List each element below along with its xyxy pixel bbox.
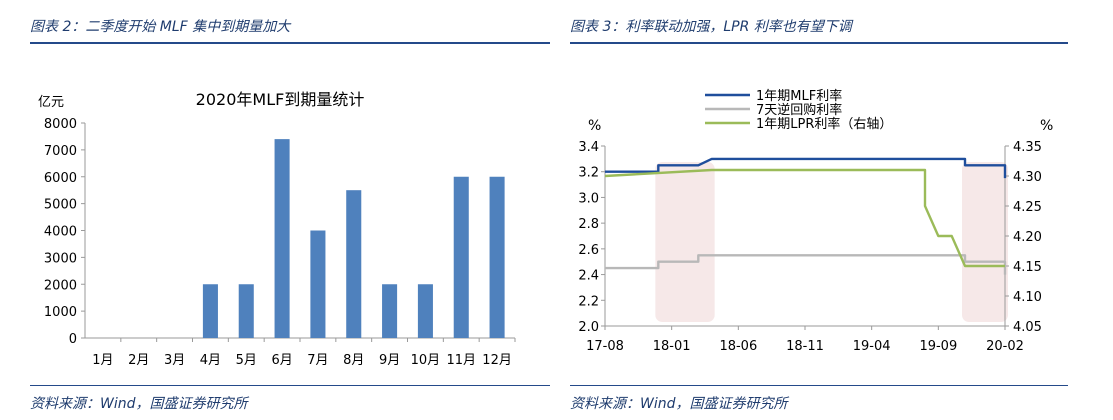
- right-y-tick-label: 4.20: [1013, 230, 1042, 245]
- left-y-tick-label: 2.4: [578, 269, 599, 284]
- x-tick-label: 18-01: [653, 339, 691, 354]
- left-y-tick-label: 3.4: [578, 140, 599, 155]
- bar-x-tick-label: 6月: [271, 353, 292, 368]
- bar-x-tick-label: 8月: [343, 353, 364, 368]
- bar-y-axis-unit: 亿元: [38, 95, 64, 110]
- bar-x-tick-label: 9月: [379, 353, 400, 368]
- series-line-1: [605, 157, 1007, 179]
- bar-y-tick-label: 7000: [44, 144, 77, 159]
- bar: [417, 284, 433, 338]
- bar: [453, 176, 469, 338]
- left-y-tick-label: 3.2: [578, 166, 599, 181]
- legend-label: 1年期LPR利率（右轴）: [756, 116, 892, 132]
- series-line-3: [604, 168, 1005, 268]
- bar: [202, 284, 218, 338]
- x-tick-label: 18-11: [786, 339, 824, 354]
- right-figure-caption: 图表 3：利率联动加强，LPR 利率也有望下调: [570, 19, 852, 35]
- bar: [489, 176, 505, 338]
- bar: [382, 284, 398, 338]
- bar-y-tick-label: 6000: [44, 171, 77, 186]
- legend-label: 1年期MLF利率: [756, 88, 842, 104]
- left-panel: 图表 2：二季度开始 MLF 集中到期量加大 2020年MLF到期量统计 亿元 0 1…: [30, 0, 550, 420]
- bar-y-tick-label: 5000: [44, 198, 77, 213]
- bar-x-tick-label: 7月: [307, 353, 328, 368]
- bar: [238, 284, 254, 338]
- left-caption-rule: [30, 42, 550, 44]
- right-axis-unit: %: [1040, 118, 1053, 134]
- x-tick-label: 18-06: [719, 339, 757, 354]
- left-y-tick-label: 2.2: [578, 294, 599, 309]
- bar-y-tick-label: 3000: [44, 251, 77, 266]
- left-source-rule: [30, 385, 550, 386]
- bar-x-tick-label: 5月: [236, 353, 257, 368]
- bar-y-tick-label: 2000: [44, 278, 77, 293]
- right-caption-rule: [570, 42, 1068, 44]
- right-y-tick-label: 4.30: [1013, 170, 1042, 185]
- x-tick-label: 19-04: [853, 339, 891, 354]
- mlf-bar-chart: 2020年MLF到期量统计 亿元 0 1000 2000 3000 4000 5000 6000…: [38, 90, 516, 368]
- right-y-tick-label: 4.35: [1013, 140, 1042, 155]
- bar: [346, 190, 362, 338]
- bar: [274, 139, 290, 338]
- rate-line-chart: % % 2.0 2.2 2.4 2.6 2.8 3.0 3.2 3.4 4.05 4.10 4.15 4.…: [578, 88, 1053, 354]
- left-y-tick-label: 2.6: [578, 243, 599, 258]
- bar-x-tick-label: 11月: [446, 353, 476, 368]
- right-source-rule: [570, 385, 1068, 386]
- bar-x-tick-label: 2月: [128, 353, 149, 368]
- series-line-2: [605, 254, 1007, 275]
- right-y-tick-label: 4.15: [1013, 260, 1042, 275]
- highlight-band: [962, 162, 1008, 322]
- bar: [310, 230, 326, 338]
- left-y-tick-label: 2.0: [578, 320, 599, 335]
- bar-x-tick-label: 10月: [411, 353, 441, 368]
- bar-x-tick-label: 3月: [164, 353, 185, 368]
- left-figure-caption: 图表 2：二季度开始 MLF 集中到期量加大: [30, 19, 291, 35]
- bar-y-tick-label: 8000: [44, 117, 77, 132]
- x-tick-label: 20-02: [986, 339, 1024, 354]
- bar-x-tick-label: 4月: [200, 353, 221, 368]
- x-tick-label: 19-09: [919, 339, 957, 354]
- right-source: 资料来源：Wind，国盛证券研究所: [570, 396, 788, 412]
- bar-y-tick-label: 4000: [44, 225, 77, 240]
- right-y-tick-label: 4.10: [1013, 290, 1042, 305]
- legend-label: 7天逆回购利率: [756, 102, 842, 118]
- bar-y-tick-label: 0: [69, 332, 77, 347]
- highlight-band: [655, 162, 715, 322]
- left-y-tick-label: 3.0: [578, 191, 599, 206]
- x-tick-label: 17-08: [586, 339, 624, 354]
- right-panel: 图表 3：利率联动加强，LPR 利率也有望下调 %% 2.0 2.2 2.4 2.6 2.…: [570, 0, 1070, 420]
- bar-y-tick-label: 1000: [44, 305, 77, 320]
- left-axis-unit: %: [588, 118, 601, 134]
- right-y-tick-label: 4.05: [1013, 320, 1042, 335]
- bar-x-tick-label: 1月: [92, 353, 113, 368]
- right-y-tick-label: 4.25: [1013, 200, 1042, 215]
- bar-x-tick-label: 12月: [482, 353, 512, 368]
- bar-chart-title: 2020年MLF到期量统计: [196, 90, 365, 109]
- left-source: 资料来源：Wind，国盛证券研究所: [30, 396, 248, 412]
- left-y-tick-label: 2.8: [578, 217, 599, 232]
